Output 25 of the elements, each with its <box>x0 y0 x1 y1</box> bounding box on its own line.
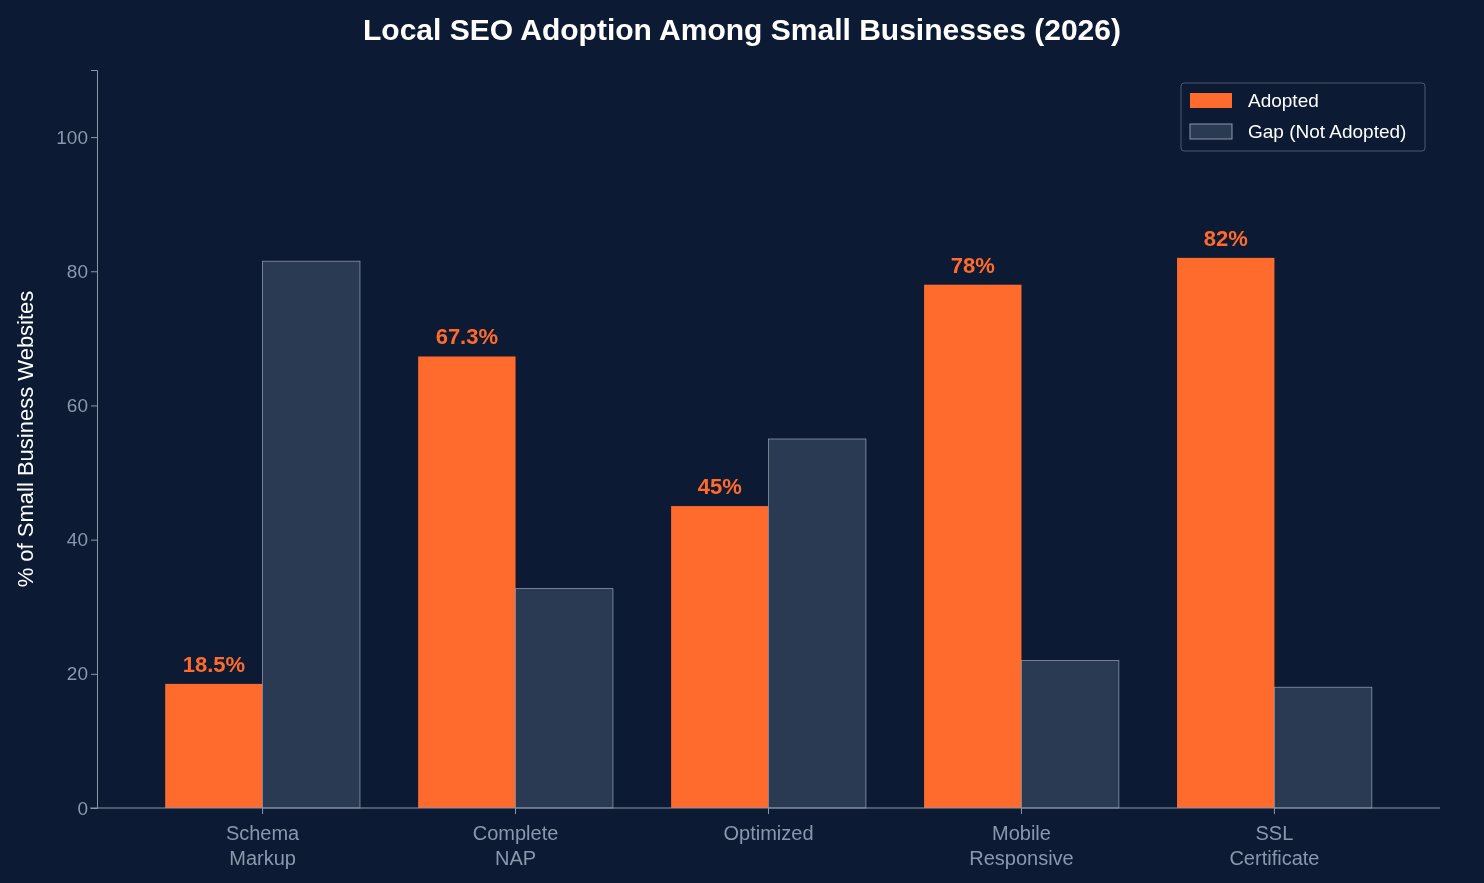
x-tick-label: Complete NAP <box>472 822 559 869</box>
data-label: 45% <box>697 474 742 500</box>
data-label: 78% <box>950 252 995 278</box>
bar <box>671 506 769 808</box>
y-tick-label: 40 <box>66 529 88 551</box>
x-tick-label: Optimized <box>723 822 814 844</box>
y-tick-label: 100 <box>56 126 88 148</box>
bar <box>418 356 516 808</box>
data-label: 82% <box>1203 225 1248 251</box>
x-tick-label: Mobile Responsive <box>969 822 1074 869</box>
y-tick-label: 20 <box>66 663 88 685</box>
bar <box>924 284 1022 808</box>
y-tick-label: 80 <box>66 260 88 282</box>
y-axis-title: % of Small Business Websites <box>13 290 38 588</box>
data-label: 18.5% <box>182 651 246 677</box>
bar <box>165 683 263 808</box>
chart-title: Local SEO Adoption Among Small Businesses (2026) <box>363 13 1121 46</box>
x-tick-label: Schema Markup <box>225 822 301 869</box>
bar <box>1177 257 1275 808</box>
data-label: 67.3% <box>435 324 499 350</box>
legend-label: Adopted <box>1248 90 1319 111</box>
y-tick-label: 60 <box>66 395 88 417</box>
x-tick-label: SSL Certificate <box>1229 822 1320 869</box>
y-tick-label: 0 <box>77 797 88 819</box>
legend-label: Gap (Not Adopted) <box>1248 121 1407 142</box>
